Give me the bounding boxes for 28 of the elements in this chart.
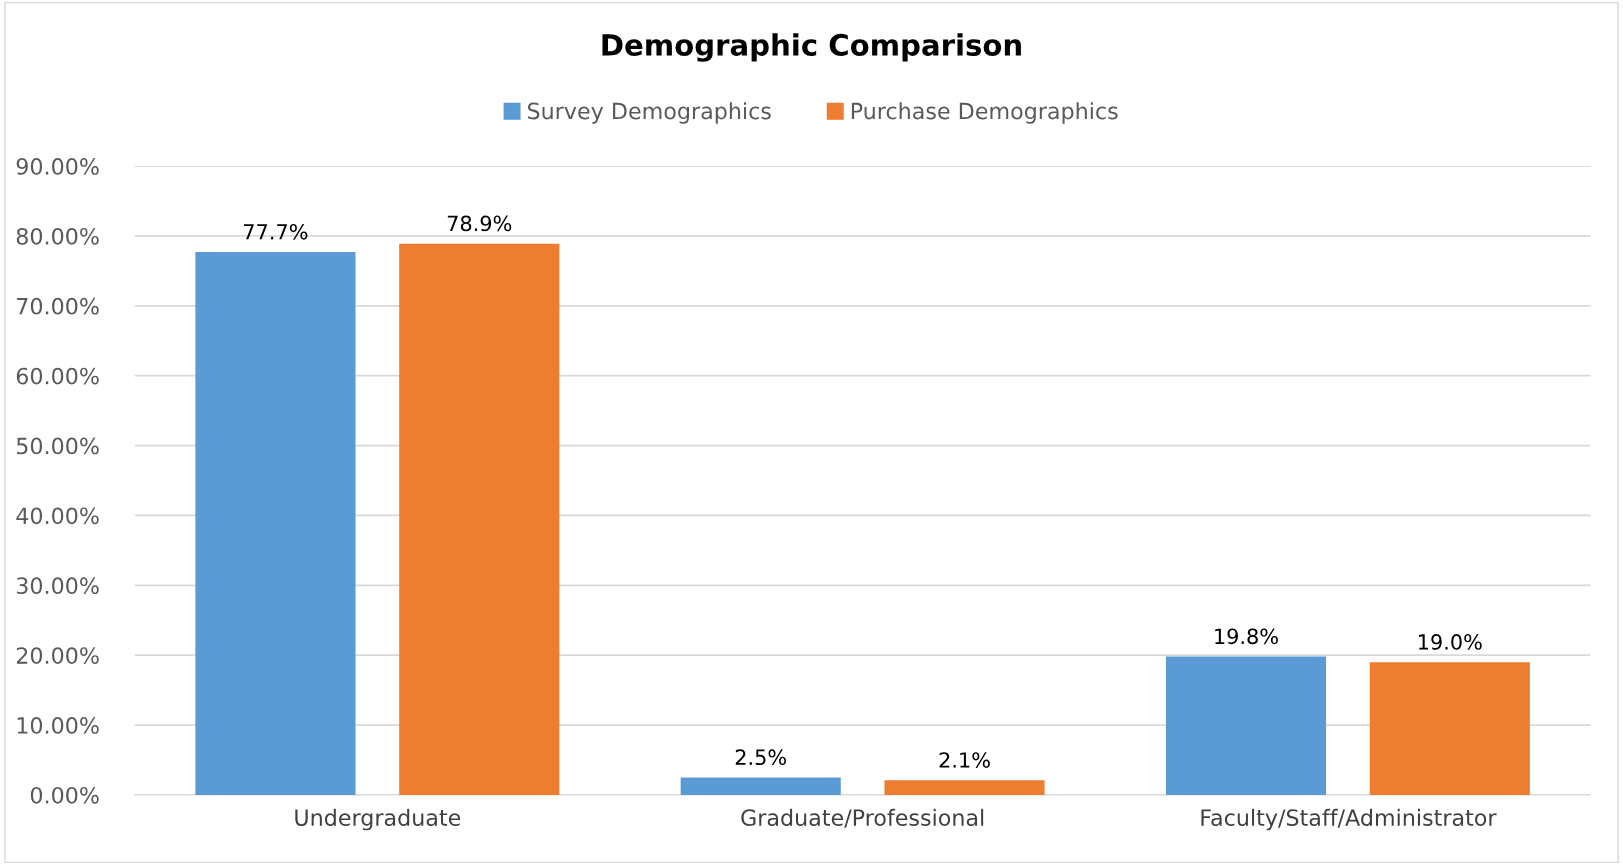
- y-tick-label: 70.00%: [17, 297, 99, 315]
- data-label: 19.0%: [1419, 634, 1482, 650]
- bar: [884, 780, 1045, 795]
- x-tick-label: Graduate/Professional: [741, 808, 984, 828]
- data-label: 78.9%: [447, 215, 512, 232]
- legend-label: Purchase Demographics: [851, 102, 1118, 124]
- y-tick-label: 50.00%: [16, 437, 99, 455]
- chart-title: Demographic Comparison: [602, 33, 1021, 62]
- y-tick-label: 90.00%: [16, 158, 99, 175]
- y-tick-label: 30.00%: [16, 577, 99, 595]
- data-label: 2.1%: [939, 752, 990, 768]
- x-tick-label: Undergraduate: [295, 808, 461, 831]
- data-label: 2.5%: [735, 749, 787, 766]
- bar: [680, 777, 841, 795]
- data-label: 19.8%: [1215, 628, 1278, 645]
- y-tick-label: 60.00%: [16, 367, 99, 385]
- data-label: 77.7%: [244, 223, 308, 240]
- y-tick-label: 0.00%: [30, 786, 99, 804]
- bar: [1369, 662, 1530, 795]
- y-tick-label: 80.00%: [16, 227, 99, 245]
- bar: [195, 252, 356, 795]
- y-tick-label: 20.00%: [16, 647, 99, 664]
- y-tick-label: 40.00%: [16, 507, 99, 525]
- legend-label: Survey Demographics: [527, 102, 771, 124]
- bar: [1165, 656, 1327, 795]
- bar: [399, 243, 560, 795]
- y-tick-label: 10.00%: [17, 717, 99, 734]
- x-tick-label: Faculty/Staff/Administrator: [1201, 808, 1497, 831]
